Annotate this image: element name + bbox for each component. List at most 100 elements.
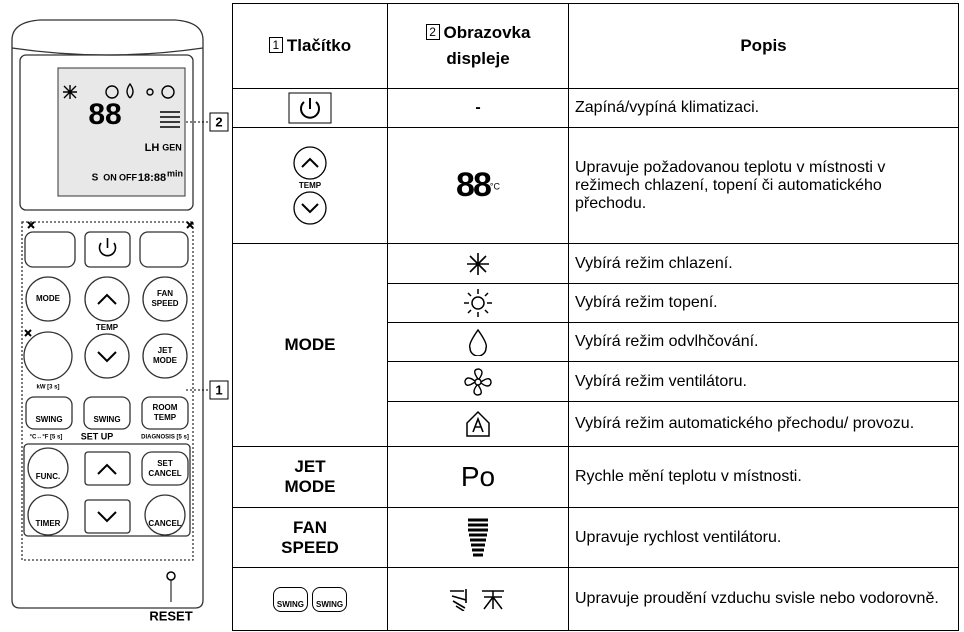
function-table: 1 Tlačítko 2 Obrazovka displeje Popis - Za… bbox=[232, 3, 959, 631]
swing-label: SWING bbox=[35, 415, 62, 424]
cancel-label: CANCEL bbox=[148, 519, 181, 528]
display-cell: Po bbox=[387, 446, 569, 508]
display-digits: 88 bbox=[456, 166, 492, 204]
row: Vybírá režim ventilátoru. bbox=[233, 361, 959, 402]
lcd-on: ON bbox=[103, 172, 117, 182]
description-cell: Zapíná/vypíná klimatizaci. bbox=[568, 88, 959, 128]
temp-label: TEMP bbox=[96, 323, 119, 332]
diagnosis-label: DIAGNOSIS [5 s] bbox=[141, 435, 189, 441]
row: TEMP 88°C Upravuje požadovanou teplotu v… bbox=[232, 127, 959, 244]
swing-button: SWING bbox=[272, 586, 308, 612]
description-cell: Rychle mění teplotu v místnosti. bbox=[568, 446, 959, 508]
remote-body bbox=[11, 19, 204, 609]
display-cell bbox=[387, 567, 569, 631]
button-cell: MODE bbox=[232, 243, 388, 447]
lcd-lh: LH bbox=[145, 142, 160, 154]
lcd-min: min bbox=[167, 168, 183, 178]
button-cell: SWING SWING bbox=[232, 567, 388, 631]
lcd-digits: 88 bbox=[88, 98, 121, 131]
header-number: 2 bbox=[425, 24, 440, 40]
jet-label: MODE bbox=[153, 356, 178, 365]
display-cell: 88°C bbox=[387, 127, 569, 244]
lcd-s: S bbox=[92, 173, 99, 184]
row: FAN SPEED Upravuje rychlost ventilátoru. bbox=[232, 507, 959, 568]
button-text: FAN bbox=[293, 517, 327, 537]
display-unit: °C bbox=[489, 181, 500, 192]
setup-label: SET UP bbox=[81, 431, 114, 441]
lcd-time: 18:88 bbox=[138, 172, 166, 184]
button-text: MODE bbox=[284, 477, 336, 496]
button-cell bbox=[232, 88, 388, 128]
lcd-icons bbox=[63, 82, 180, 128]
callout-2: 2 bbox=[215, 114, 222, 129]
description-cell: Vybírá režim chlazení. bbox=[568, 243, 959, 284]
fan-speed-icon bbox=[468, 518, 488, 556]
room-label: TEMP bbox=[154, 413, 177, 422]
swing-icons bbox=[450, 589, 504, 612]
auto-icon bbox=[466, 410, 490, 437]
lcd-gen: GEN bbox=[162, 142, 182, 152]
lcd-screen bbox=[57, 67, 186, 197]
callout-1: 1 bbox=[215, 382, 222, 397]
power-icon bbox=[288, 92, 332, 124]
row: SWING SWING Upravuje proudění vzduchu svi… bbox=[232, 567, 959, 631]
room-label: ROOM bbox=[153, 403, 178, 412]
header-text: Tlačítko bbox=[286, 36, 352, 55]
description-cell: Vybírá režim automatického přechodu/ pro… bbox=[568, 401, 959, 447]
fan-label: SPEED bbox=[151, 299, 178, 308]
button-text: SPEED bbox=[281, 537, 339, 557]
lcd-off: OFF bbox=[119, 172, 137, 182]
setcancel-label: CANCEL bbox=[148, 469, 181, 478]
temp-label: TEMP bbox=[298, 181, 322, 190]
header-cell: 2 Obrazovka displeje bbox=[387, 3, 569, 89]
description-cell: Vybírá režim odvlhčování. bbox=[568, 322, 959, 362]
header-cell: 1 Tlačítko bbox=[232, 3, 388, 89]
button-cell: JET MODE bbox=[232, 446, 388, 508]
fan-label: FAN bbox=[157, 289, 173, 298]
display-cell: - bbox=[387, 88, 569, 128]
mode-label: MODE bbox=[36, 294, 61, 303]
dry-icon bbox=[468, 328, 488, 357]
button-cell: TEMP bbox=[232, 127, 388, 244]
remote-illustration: 88 LH GEN S ON OFF 18:88 min MODE FAN SP… bbox=[11, 19, 229, 623]
unit-label: °C↔°F [5 s] bbox=[30, 435, 63, 441]
buttons bbox=[23, 221, 194, 602]
cool-icon bbox=[467, 252, 489, 275]
description-cell: Vybírá režim ventilátoru. bbox=[568, 361, 959, 402]
row: Vybírá režim odvlhčování. bbox=[233, 322, 959, 362]
swing-label: SWING bbox=[93, 415, 120, 424]
callout-box bbox=[209, 112, 229, 132]
display-cell bbox=[387, 401, 569, 447]
setcancel-label: SET bbox=[157, 459, 173, 468]
display-cell bbox=[387, 361, 569, 402]
button-cell: FAN SPEED bbox=[232, 507, 388, 568]
description-cell: Upravuje požadovanou teplotu v místnosti… bbox=[568, 127, 959, 244]
heat-icon bbox=[464, 289, 492, 317]
display-cell bbox=[387, 283, 569, 323]
row: Vybírá režim topení. bbox=[233, 283, 959, 323]
header-number: 1 bbox=[268, 37, 283, 53]
display-cell bbox=[387, 507, 569, 568]
timer-label: TIMER bbox=[36, 519, 61, 528]
jet-label: JET bbox=[158, 346, 173, 355]
callout-box bbox=[209, 380, 229, 400]
callout-line bbox=[186, 121, 210, 391]
fan-icon bbox=[464, 367, 492, 396]
down-icon bbox=[293, 191, 327, 225]
description-cell: Upravuje rychlost ventilátoru. bbox=[568, 507, 959, 568]
display-cell bbox=[387, 243, 569, 284]
kw-label: kW [3 s] bbox=[36, 385, 59, 391]
func-label: FUNC. bbox=[36, 472, 60, 481]
description-cell: Upravuje proudění vzduchu svisle nebo vo… bbox=[568, 567, 959, 631]
button-text: JET bbox=[294, 457, 326, 476]
display-cell bbox=[387, 322, 569, 362]
header-cell: Popis bbox=[568, 3, 959, 89]
row: MODE Vybírá režim chlazení. bbox=[232, 243, 959, 447]
swing-button: SWING bbox=[312, 586, 348, 612]
description-cell: Vybírá režim topení. bbox=[568, 283, 959, 323]
up-icon bbox=[293, 146, 327, 180]
header-text: Obrazovka displeje bbox=[443, 23, 531, 68]
header-row: 1 Tlačítko 2 Obrazovka displeje Popis bbox=[232, 3, 959, 89]
row: - Zapíná/vypíná klimatizaci. bbox=[232, 88, 959, 128]
